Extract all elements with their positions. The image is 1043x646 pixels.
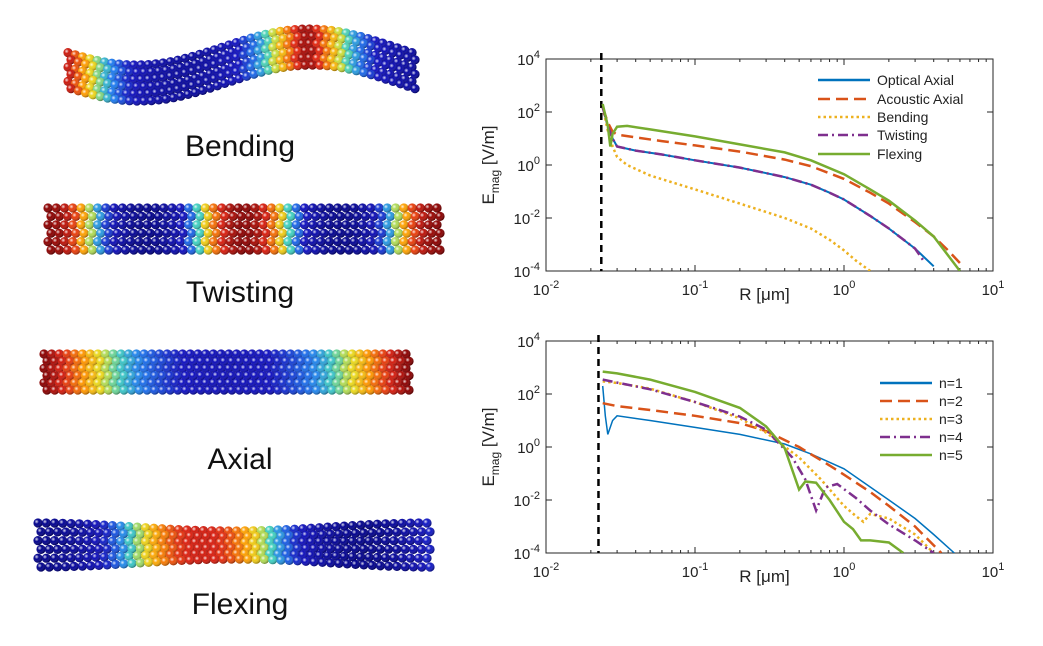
x-tick-label: 101 <box>982 279 1005 299</box>
legend-label: Optical Axial <box>877 72 954 88</box>
series-line-acoustic-axial <box>601 106 961 264</box>
x-tick-label: 101 <box>982 561 1005 581</box>
twisting-nanotube-image <box>43 203 445 255</box>
legend-label: Twisting <box>877 127 928 143</box>
x-tick-label: 10-2 <box>533 279 559 299</box>
x-tick-label: 10-1 <box>682 561 708 581</box>
y-tick-label: 10-4 <box>514 543 540 563</box>
flexing-nanotube-image <box>33 518 435 572</box>
y-axis-label: Emag [V/m] <box>479 125 502 204</box>
series-line-n-2 <box>602 401 943 553</box>
legend: Optical Axial Acoustic Axial Bending Twisti… <box>818 72 963 162</box>
axial-label: Axial <box>207 443 273 476</box>
y-tick-label: 100 <box>517 437 540 457</box>
y-tick-label: 10-2 <box>514 208 540 228</box>
x-axis-label: R [μm] <box>739 567 789 586</box>
series-line-n-4 <box>602 378 935 553</box>
series-line-flexing <box>601 103 961 271</box>
x-tick-label: 100 <box>833 561 856 581</box>
x-tick-label: 10-1 <box>682 279 708 299</box>
axial-nanotube-image <box>39 349 414 395</box>
y-tick-label: 102 <box>517 102 540 122</box>
bending-nanotube-image <box>63 24 420 106</box>
legend-label: n=5 <box>939 447 963 463</box>
y-tick-label: 100 <box>517 155 540 175</box>
series-line-n-5 <box>602 370 905 553</box>
x-tick-label: 100 <box>833 279 856 299</box>
y-axis-label: Emag [V/m] <box>479 407 502 486</box>
bending-label: Bending <box>184 130 296 163</box>
y-tick-label: 104 <box>517 49 540 69</box>
legend-label: n=3 <box>939 411 963 427</box>
series-line-n-1 <box>601 385 955 553</box>
legend-label: Acoustic Axial <box>877 91 963 107</box>
y-tick-label: 104 <box>517 331 540 351</box>
legend-label: n=4 <box>939 429 963 445</box>
series-line-twisting <box>601 106 927 264</box>
legend-label: n=1 <box>939 375 963 391</box>
y-tick-label: 10-2 <box>514 490 540 510</box>
flexing-label: Flexing <box>191 588 289 621</box>
y-tick-label: 10-4 <box>514 261 540 281</box>
x-tick-label: 10-2 <box>533 561 559 581</box>
legend-label: Flexing <box>877 146 922 162</box>
legend: n=1 n=2 n=3 n=4 n=5 <box>880 375 963 463</box>
x-axis-label: R [μm] <box>739 285 789 304</box>
legend-label: Bending <box>877 109 928 125</box>
series-line-bending <box>601 107 871 271</box>
y-tick-label: 102 <box>517 384 540 404</box>
twisting-label: Twisting <box>185 276 295 309</box>
series-line-n-3 <box>602 380 935 553</box>
legend-label: n=2 <box>939 393 963 409</box>
